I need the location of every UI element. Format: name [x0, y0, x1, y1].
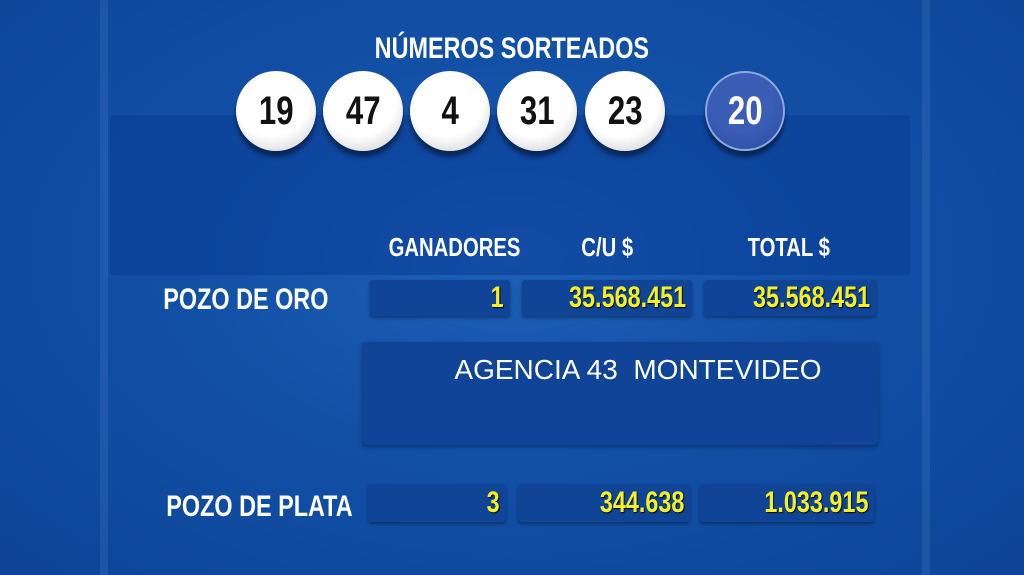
ball-number: 31: [519, 88, 555, 133]
ball-number: 19: [258, 88, 294, 133]
silver-each: 344.638: [518, 484, 690, 522]
gold-winners: 1: [370, 280, 510, 316]
winners-value: 3: [486, 486, 500, 519]
header-text: C/U $: [581, 232, 633, 262]
agency-box: AGENCIA 43 MONTEVIDEO: [362, 342, 878, 445]
ball-number: 20: [727, 88, 763, 133]
silver-winners: 3: [368, 484, 506, 522]
header-total: TOTAL $: [704, 232, 874, 263]
ball-number: 4: [441, 88, 459, 133]
header-text: GANADORES: [388, 232, 521, 262]
background-panel: [110, 115, 910, 275]
gold-each: 35.568.451: [522, 280, 692, 316]
prize-label-text: POZO DE PLATA: [166, 490, 353, 523]
ball-number: 23: [607, 88, 643, 133]
ball-2: 47: [323, 71, 403, 151]
winners-value: 1: [490, 281, 504, 314]
header-winners: GANADORES: [370, 232, 521, 263]
header-each: C/U $: [522, 232, 692, 263]
total-value: 35.568.451: [752, 281, 870, 314]
prize-label-silver: POZO DE PLATA: [140, 490, 352, 524]
background-frame: [100, 0, 930, 575]
silver-total: 1.033.915: [700, 484, 874, 522]
extra-ball: 20: [705, 71, 785, 151]
title-text: NÚMEROS SORTEADOS: [374, 32, 650, 65]
each-value: 35.568.451: [568, 281, 686, 314]
gold-total: 35.568.451: [704, 280, 876, 316]
ball-3: 4: [410, 71, 490, 151]
draw-title: NÚMEROS SORTEADOS: [0, 32, 1024, 66]
ball-1: 19: [236, 71, 316, 151]
each-value: 344.638: [599, 486, 684, 519]
total-value: 1.033.915: [763, 486, 868, 519]
ball-5: 23: [585, 71, 665, 151]
agency-text: AGENCIA 43 MONTEVIDEO: [454, 354, 822, 385]
prize-label-gold: POZO DE ORO: [140, 283, 328, 317]
ball-number: 47: [345, 88, 381, 133]
ball-4: 31: [497, 71, 577, 151]
prize-label-text: POZO DE ORO: [163, 283, 329, 316]
header-text: TOTAL $: [747, 232, 831, 262]
